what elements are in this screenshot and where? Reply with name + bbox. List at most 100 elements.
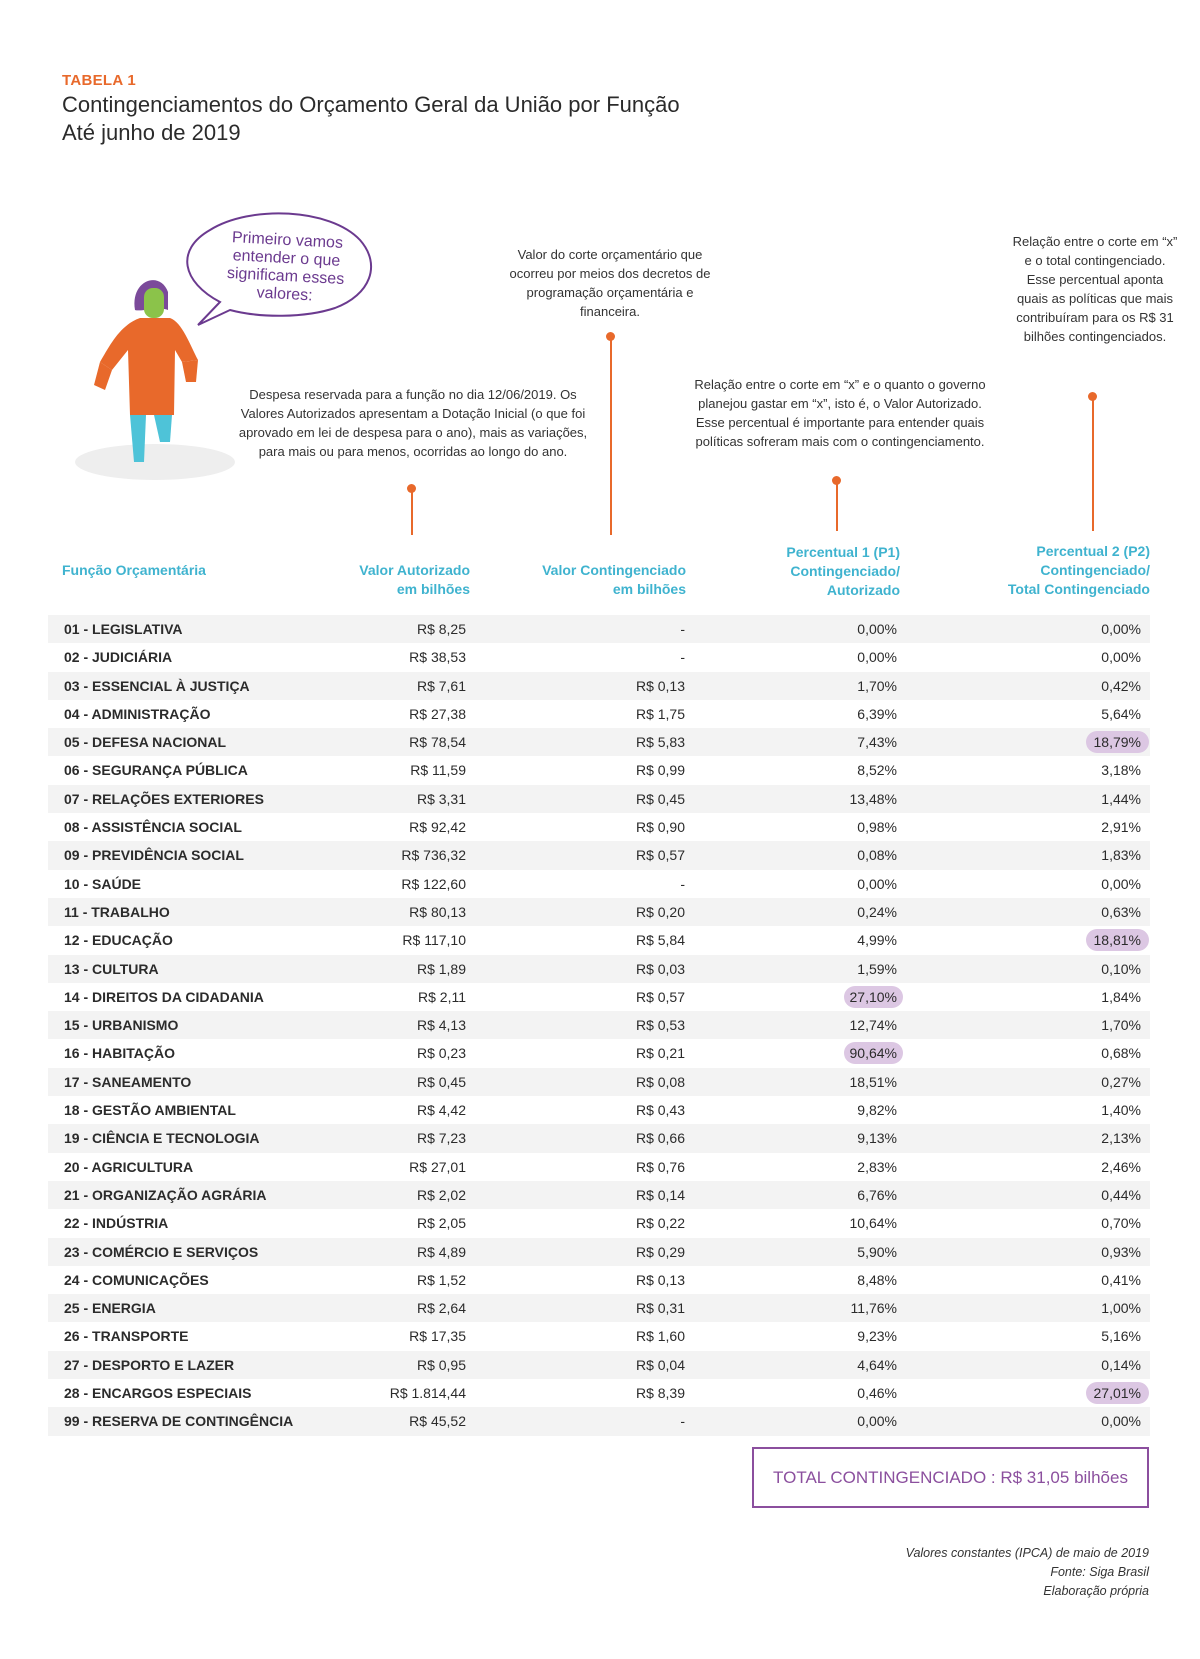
cell-value: 14 - DIREITOS DA CIDADANIA xyxy=(64,988,264,1005)
cell-value: R$ 0,29 xyxy=(635,1243,685,1260)
cell-funcao: 13 - CULTURA xyxy=(64,955,159,983)
cell-value: 0,10% xyxy=(1101,960,1141,977)
cell-percentual2: 2,46% xyxy=(1101,1153,1141,1181)
cell-value: 10,64% xyxy=(849,1215,897,1232)
cell-funcao: 27 - DESPORTO E LAZER xyxy=(64,1351,234,1379)
cell-percentual2: 27,01% xyxy=(1085,1379,1149,1407)
cell-value: 0,24% xyxy=(857,903,897,920)
cell-value: R$ 0,76 xyxy=(635,1158,685,1175)
cell-value: 05 - DEFESA NACIONAL xyxy=(64,734,227,751)
cell-valor-autorizado: R$ 2,05 xyxy=(417,1209,466,1237)
cell-value: 99 - RESERVA DE CONTINGÊNCIA xyxy=(64,1413,294,1430)
budget-table: 01 - LEGISLATIVA R$ 8,25-0,00% 0,00% 02 - J… xyxy=(48,615,1150,1436)
cell-valor-contingenciado: R$ 8,39 xyxy=(636,1379,685,1407)
cell-value: 0,93% xyxy=(1101,1243,1141,1260)
highlight-badge: 27,10% xyxy=(843,985,903,1008)
cell-valor-contingenciado: R$ 0,13 xyxy=(636,672,685,700)
cell-funcao: 24 - COMUNICAÇÕES xyxy=(64,1266,209,1294)
cell-value: 03 - ESSENCIAL À JUSTIÇA xyxy=(64,677,250,694)
cell-value: 8,48% xyxy=(857,1271,897,1288)
cell-value: 19 - CIÊNCIA E TECNOLOGIA xyxy=(64,1130,260,1147)
cell-valor-contingenciado: R$ 0,04 xyxy=(636,1351,685,1379)
cell-funcao: 05 - DEFESA NACIONAL xyxy=(64,728,226,756)
table-row: 18 - GESTÃO AMBIENTAL R$ 4,42 R$ 0,43 9,82%… xyxy=(48,1096,1150,1124)
footer-note-ipca: Valores constantes (IPCA) de maio de 201… xyxy=(905,1546,1149,1560)
cell-value: 11 - TRABALHO xyxy=(64,903,170,920)
cell-value: R$ 2,11 xyxy=(418,988,466,1005)
cell-value: 0,00% xyxy=(1101,621,1141,637)
cell-value: 13,48% xyxy=(849,790,897,807)
cell-value: 15 - URBANISMO xyxy=(64,1017,179,1034)
cell-valor-contingenciado: R$ 0,57 xyxy=(636,841,685,869)
cell-percentual2: 0,70% xyxy=(1101,1209,1141,1237)
cell-value: 0,00% xyxy=(857,621,897,637)
cell-value: 16 - HABITAÇÃO xyxy=(64,1045,175,1062)
cell-value: 1,00% xyxy=(1101,1300,1141,1317)
cell-percentual1: 27,10% xyxy=(843,983,903,1011)
pointer-dot xyxy=(1088,392,1097,401)
table-row: 27 - DESPORTO E LAZER R$ 0,95 R$ 0,04 4,64%… xyxy=(48,1350,1150,1380)
annotation-percentual2: Relação entre o corte em “x” e o total c… xyxy=(1012,234,1178,344)
cell-valor-autorizado: R$ 0,23 xyxy=(417,1039,466,1067)
cell-value: 28 - ENCARGOS ESPECIAIS xyxy=(64,1385,252,1402)
cell-valor-contingenciado: - xyxy=(680,870,685,898)
cell-value: R$ 1,89 xyxy=(416,960,466,977)
cell-value: R$ 0,13 xyxy=(635,677,685,694)
table-row: 19 - CIÊNCIA E TECNOLOGIA R$ 7,23 R$ 0,66 9… xyxy=(48,1124,1150,1153)
cell-value: 3,18% xyxy=(1101,762,1141,779)
cell-percentual2: 18,81% xyxy=(1085,926,1149,954)
pointer-dot xyxy=(407,484,416,493)
cell-value: 9,82% xyxy=(857,1102,897,1119)
cell-funcao: 08 - ASSISTÊNCIA SOCIAL xyxy=(64,813,242,841)
cell-percentual1: 0,00% xyxy=(857,615,897,643)
cell-percentual2: 0,44% xyxy=(1101,1181,1141,1209)
cell-valor-contingenciado: R$ 0,21 xyxy=(636,1039,685,1067)
cell-percentual1: 7,43% xyxy=(857,728,897,756)
cell-value: 9,23% xyxy=(857,1328,897,1345)
cell-value: 04 - ADMINISTRAÇÃO xyxy=(64,705,211,722)
header-line: Percentual 2 (P2) xyxy=(1036,543,1150,559)
cell-value: R$ 0,53 xyxy=(635,1017,685,1034)
cell-percentual2: 2,13% xyxy=(1101,1124,1141,1152)
cell-percentual2: 0,00% xyxy=(1101,643,1141,671)
annotation-valor-contingenciado: Valor do corte orçamentário que ocorreu … xyxy=(509,247,711,319)
table-row: 21 - ORGANIZAÇÃO AGRÁRIA R$ 2,02 R$ 0,14 6,… xyxy=(48,1180,1150,1210)
cell-value: R$ 0,13 xyxy=(635,1271,685,1288)
cell-value: 1,70% xyxy=(1101,1017,1141,1034)
cell-valor-contingenciado: - xyxy=(680,615,685,643)
cell-value: R$ 4,89 xyxy=(416,1243,466,1260)
cell-funcao: 01 - LEGISLATIVA xyxy=(64,615,183,643)
cell-valor-contingenciado: R$ 5,84 xyxy=(636,926,685,954)
cell-percentual2: 1,40% xyxy=(1101,1096,1141,1124)
table-row: 24 - COMUNICAÇÕES R$ 1,52 R$ 0,13 8,48% 0,41… xyxy=(48,1266,1150,1294)
pointer-line xyxy=(836,481,838,531)
cell-funcao: 26 - TRANSPORTE xyxy=(64,1322,188,1350)
table-row: 11 - TRABALHO R$ 80,13 R$ 0,20 0,24% 0,63% xyxy=(48,897,1150,927)
cell-value: 1,44% xyxy=(1101,790,1141,807)
cell-value: 0,00% xyxy=(1101,649,1141,666)
cell-value: 2,13% xyxy=(1101,1130,1141,1147)
cell-value: R$ 17,35 xyxy=(409,1328,466,1345)
cell-value: R$ 0,99 xyxy=(635,762,685,779)
highlight-badge: 90,64% xyxy=(843,1042,903,1065)
person-illustration xyxy=(75,212,373,480)
cell-value: R$ 0,57 xyxy=(635,847,685,864)
cell-valor-contingenciado: R$ 0,99 xyxy=(636,756,685,784)
footer-credits: Elaboração própria xyxy=(1043,1584,1149,1598)
table-row: 26 - TRANSPORTE R$ 17,35 R$ 1,60 9,23% 5,16% xyxy=(48,1322,1150,1350)
cell-valor-autorizado: R$ 27,01 xyxy=(409,1153,466,1181)
cell-valor-autorizado: R$ 117,10 xyxy=(402,926,466,954)
cell-percentual2: 18,79% xyxy=(1085,728,1149,756)
cell-value: 1,83% xyxy=(1101,847,1141,864)
cell-funcao: 18 - GESTÃO AMBIENTAL xyxy=(64,1096,236,1124)
cell-value: 5,64% xyxy=(1101,705,1141,722)
cell-valor-contingenciado: R$ 0,31 xyxy=(636,1294,685,1322)
cell-value: R$ 0,23 xyxy=(416,1045,466,1062)
annotation-valor-autorizado: Despesa reservada para a função no dia 1… xyxy=(238,387,588,459)
cell-value: R$ 38,53 xyxy=(409,649,466,666)
cell-value: R$ 45,52 xyxy=(409,1413,466,1430)
cell-funcao: 12 - EDUCAÇÃO xyxy=(64,926,173,954)
cell-value: 0,14% xyxy=(1101,1356,1141,1373)
cell-value: R$ 92,42 xyxy=(409,819,466,836)
cell-percentual2: 5,16% xyxy=(1101,1322,1141,1350)
